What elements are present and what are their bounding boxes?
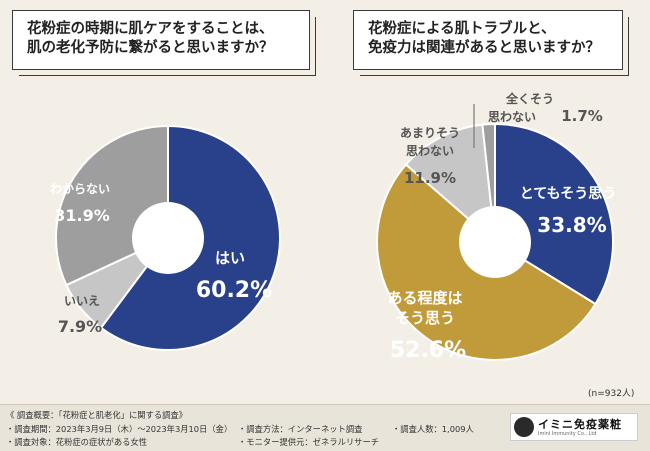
value-totemo: 33.8% <box>537 213 606 237</box>
label-mattaku-2: 思わない <box>488 110 536 124</box>
question-box-left: 花粉症の時期に肌ケアをすることは、 肌の老化予防に繋がると思いますか？ <box>12 10 316 76</box>
label-aruteido-2: そう思う <box>395 309 455 327</box>
question-right-line2: 免疫力は関連があると思いますか？ <box>368 40 600 56</box>
value-hai: 60.2% <box>196 278 272 303</box>
label-wakaranai: わからない <box>50 182 110 196</box>
question-left-line1: 花粉症の時期に肌ケアをすることは、 <box>27 21 274 37</box>
pie-chart-right <box>376 122 614 361</box>
logo-mark-icon <box>514 417 534 437</box>
value-amari: 11.9% <box>404 169 456 187</box>
company-logo[interactable]: イミニ免疫薬粧 Imini Immunity Co., Ltd <box>510 413 638 441</box>
question-right-line1: 花粉症による肌トラブルと、 <box>368 21 556 37</box>
value-iie: 7.9% <box>58 317 102 336</box>
pie-chart-left <box>55 124 281 351</box>
survey-method: ・調査方法：インターネット調査 <box>238 424 363 434</box>
value-mattaku: 1.7% <box>561 107 603 125</box>
logo-subtitle: Imini Immunity Co., Ltd <box>538 431 597 437</box>
value-aruteido: 52.6% <box>390 338 466 363</box>
survey-count: ・調査人数：1,009人 <box>392 424 474 434</box>
logo-name: イミニ免疫薬粧 <box>538 418 622 431</box>
question-left-line2: 肌の老化予防に繋がると思いますか？ <box>27 40 274 56</box>
survey-title: 《 調査概要：「花粉症と肌老化」に関する調査》 <box>6 410 188 420</box>
label-iie: いいえ <box>64 294 100 308</box>
question-box-right: 花粉症による肌トラブルと、 免疫力は関連があると思いますか？ <box>353 10 629 76</box>
label-mattaku-1: 全くそう <box>505 91 554 106</box>
label-hai: はい <box>215 249 245 267</box>
sample-size-note: (n=932人) <box>588 389 635 399</box>
survey-period: ・調査期間：2023年3月9日（木）～2023年3月10日（金） <box>6 424 233 434</box>
donut-hole <box>459 206 531 278</box>
survey-target: ・調査対象：花粉症の症状がある女性 <box>6 437 148 447</box>
label-amari-1: あまりそう <box>400 126 460 140</box>
survey-provider: ・モニター提供元：ゼネラルリサーチ <box>238 437 380 447</box>
labels-left: はい 60.2% いいえ 7.9% わからない 31.9% <box>50 182 272 336</box>
survey-footer: 《 調査概要：「花粉症と肌老化」に関する調査》 ・調査期間：2023年3月9日（… <box>0 404 650 451</box>
pie-slice-3 <box>404 123 497 245</box>
labels-right: とてもそう思う 33.8% ある程度は そう思う 52.6% あまりそう 思わな… <box>387 91 616 363</box>
label-amari-2: 思わない <box>406 144 454 158</box>
label-aruteido-1: ある程度は <box>387 289 462 307</box>
label-totemo: とてもそう思う <box>520 186 617 202</box>
value-wakaranai: 31.9% <box>54 206 110 225</box>
donut-hole <box>132 202 204 274</box>
